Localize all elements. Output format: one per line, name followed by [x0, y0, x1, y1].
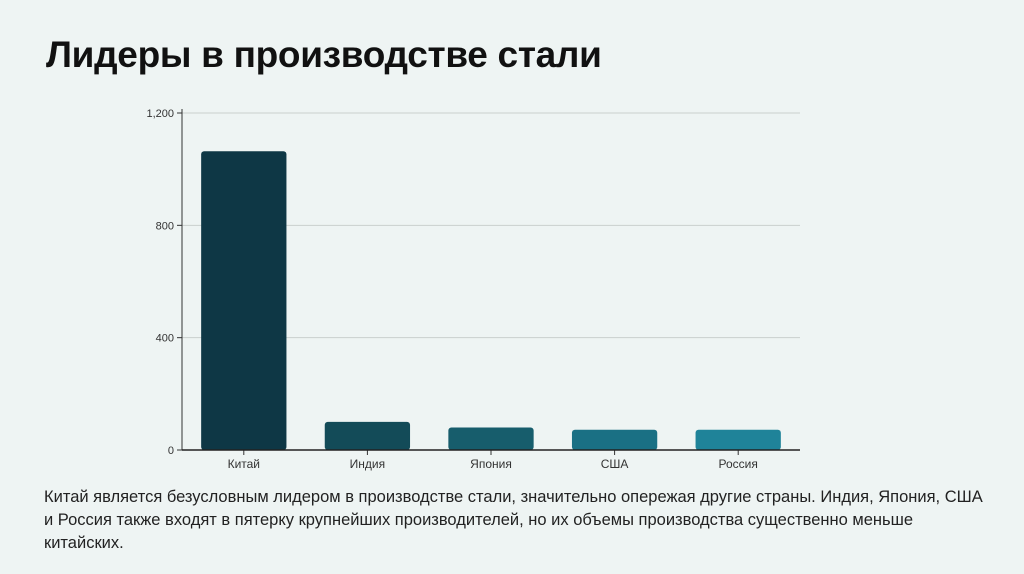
y-tick-label: 0 — [168, 445, 174, 457]
x-axis-labels: Китай Индия Япония США Россия — [228, 450, 758, 471]
bar-1 — [201, 151, 287, 450]
bar-4 — [571, 429, 658, 450]
bar-chart: 0 400 800 1,200 Китай Индия Япония США Россия — [146, 108, 800, 471]
x-category-label: США — [601, 457, 629, 471]
x-category-label: Китай — [228, 457, 260, 471]
x-category-label: Индия — [350, 457, 385, 471]
bar-3 — [448, 427, 534, 450]
page-title: Лидеры в производстве стали — [46, 34, 602, 75]
y-tick-label: 1,200 — [146, 108, 174, 120]
y-axis-ticks: 0 400 800 1,200 — [146, 108, 182, 457]
bar-5 — [695, 429, 781, 450]
y-tick-label: 400 — [156, 333, 174, 345]
bars — [201, 151, 781, 450]
bar-2 — [324, 421, 411, 450]
description-text: Китай является безусловным лидером в про… — [44, 488, 983, 552]
x-category-label: Япония — [470, 457, 512, 471]
x-category-label: Россия — [719, 457, 758, 471]
y-tick-label: 800 — [156, 220, 174, 232]
